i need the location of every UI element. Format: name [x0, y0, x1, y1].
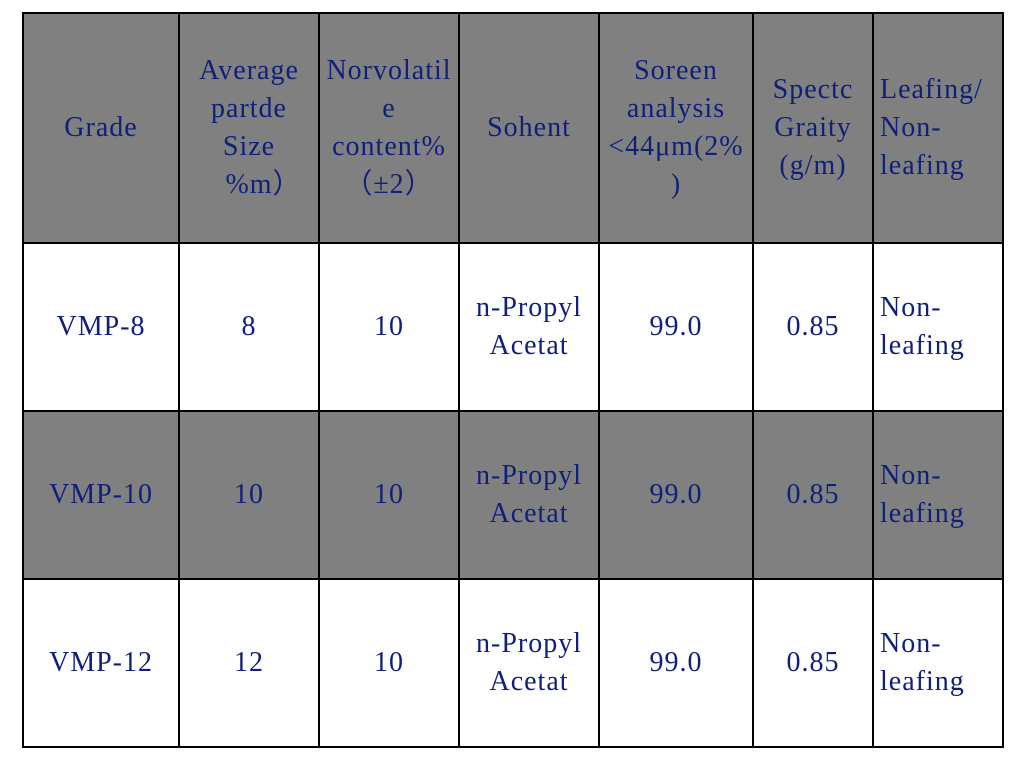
cell-gravity: 0.85 — [753, 411, 873, 579]
cell-avg-size: 10 — [179, 411, 319, 579]
cell-grade: VMP-10 — [23, 411, 179, 579]
header-cell-leafing: Leafing/Non-leafing — [873, 13, 1003, 243]
cell-grade: VMP-8 — [23, 243, 179, 411]
cell-sohent: n-Propyl Acetat — [459, 411, 599, 579]
cell-avg-size: 12 — [179, 579, 319, 747]
header-cell-sohent: Sohent — [459, 13, 599, 243]
table-body: VMP-8 8 10 n-Propyl Acetat 99.0 0.85 Non… — [23, 243, 1003, 747]
cell-leafing: Non-leafing — [873, 411, 1003, 579]
spec-table: Grade Average partde Size %m） Norvolatil… — [22, 12, 1004, 748]
table-head: Grade Average partde Size %m） Norvolatil… — [23, 13, 1003, 243]
cell-avg-size: 8 — [179, 243, 319, 411]
cell-sohent: n-Propyl Acetat — [459, 579, 599, 747]
header-cell-screen: Soreen analysis <44μm(2%) — [599, 13, 753, 243]
cell-leafing: Non-leafing — [873, 243, 1003, 411]
cell-sohent: n-Propyl Acetat — [459, 243, 599, 411]
cell-leafing: Non-leafing — [873, 579, 1003, 747]
cell-screen: 99.0 — [599, 243, 753, 411]
table-row: VMP-8 8 10 n-Propyl Acetat 99.0 0.85 Non… — [23, 243, 1003, 411]
cell-screen: 99.0 — [599, 411, 753, 579]
header-cell-avg-size: Average partde Size %m） — [179, 13, 319, 243]
cell-gravity: 0.85 — [753, 579, 873, 747]
header-cell-gravity: Spectc Graity (g/m) — [753, 13, 873, 243]
cell-nonvolatile: 10 — [319, 579, 459, 747]
cell-nonvolatile: 10 — [319, 243, 459, 411]
header-row: Grade Average partde Size %m） Norvolatil… — [23, 13, 1003, 243]
header-cell-grade: Grade — [23, 13, 179, 243]
cell-nonvolatile: 10 — [319, 411, 459, 579]
cell-grade: VMP-12 — [23, 579, 179, 747]
cell-screen: 99.0 — [599, 579, 753, 747]
cell-gravity: 0.85 — [753, 243, 873, 411]
table-row: VMP-12 12 10 n-Propyl Acetat 99.0 0.85 N… — [23, 579, 1003, 747]
header-cell-nonvolatile: Norvolatile content% （±2） — [319, 13, 459, 243]
table-row: VMP-10 10 10 n-Propyl Acetat 99.0 0.85 N… — [23, 411, 1003, 579]
